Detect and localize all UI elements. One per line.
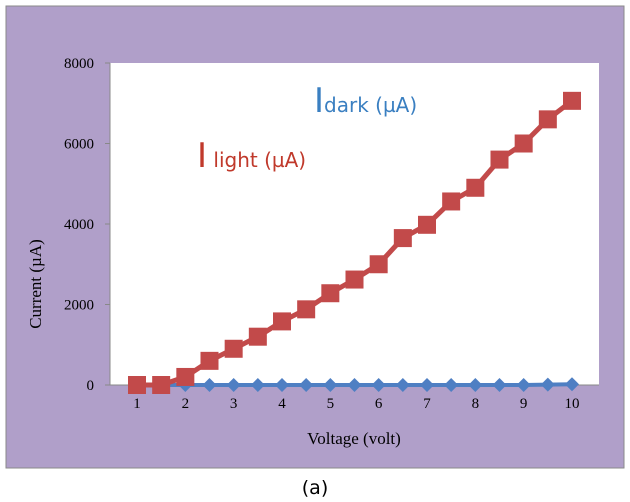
data-point-dark	[420, 378, 434, 392]
data-point-dark	[250, 378, 265, 392]
data-point-light	[369, 255, 388, 274]
x-tick-label: 7	[423, 396, 431, 412]
data-point-light	[248, 327, 267, 346]
legend-light-prefix: I	[197, 136, 207, 176]
data-point-light	[200, 351, 219, 370]
x-tick-label: 9	[520, 396, 528, 412]
data-point-light	[563, 91, 581, 110]
data-point-dark	[226, 378, 241, 392]
data-point-light	[176, 367, 195, 386]
x-tick-label: 8	[472, 396, 480, 412]
x-tick-label: 10	[565, 396, 580, 412]
legend-light-label: light (µA)	[207, 148, 306, 172]
x-tick-label: 5	[327, 396, 335, 412]
data-point-light	[514, 134, 533, 153]
data-point-light	[393, 229, 412, 248]
y-tick-label: 0	[87, 378, 95, 394]
y-tick-label: 6000	[64, 137, 94, 153]
data-point-light	[128, 376, 146, 394]
data-point-light	[538, 110, 557, 129]
data-point-dark	[299, 378, 314, 392]
data-point-light	[224, 339, 243, 358]
x-axis-title: Voltage (volt)	[307, 429, 401, 448]
data-point-dark	[468, 378, 483, 392]
data-point-dark	[371, 378, 386, 392]
data-point-dark	[540, 377, 555, 392]
x-tick-label: 2	[182, 396, 190, 412]
y-tick-label: 2000	[64, 298, 94, 314]
series-layer	[128, 91, 581, 394]
data-point-light	[273, 312, 291, 331]
data-point-dark	[565, 377, 579, 392]
x-tick-label: 1	[133, 396, 141, 412]
data-point-dark	[516, 378, 531, 392]
data-point-light	[297, 300, 316, 319]
data-point-dark	[347, 378, 362, 392]
data-point-light	[418, 215, 436, 234]
x-tick-label: 3	[230, 396, 238, 412]
data-point-dark	[492, 378, 507, 392]
series-light	[128, 91, 581, 394]
legend-dark-label: dark (µA)	[324, 93, 417, 117]
data-point-dark	[444, 378, 459, 392]
data-point-dark	[275, 378, 289, 392]
legend-entry-light: I light (µA)	[197, 136, 306, 176]
data-point-light	[490, 150, 509, 169]
figure-caption: (a)	[302, 477, 328, 499]
data-point-dark	[202, 378, 217, 392]
data-point-light	[466, 178, 485, 197]
data-point-light	[345, 270, 364, 289]
y-axis-title: Current (µA)	[26, 239, 45, 329]
legend: Idark (µA) I light (µA)	[197, 81, 417, 176]
legend-entry-dark: Idark (µA)	[314, 81, 417, 121]
x-tick-label: 6	[375, 396, 383, 412]
tick-labels: 0 2000 4000 6000 8000 1 2 3 4 5 6 7 8 9 10	[64, 56, 580, 412]
data-point-light	[321, 284, 340, 303]
data-point-dark	[323, 378, 338, 392]
y-tick-label: 8000	[64, 56, 94, 72]
x-tick-label: 4	[278, 396, 286, 412]
plot-area-background	[110, 63, 599, 385]
data-point-dark	[395, 378, 410, 392]
data-point-light	[152, 376, 171, 394]
y-tick-label: 4000	[64, 217, 94, 233]
data-point-light	[442, 192, 461, 211]
legend-dark-prefix: I	[314, 81, 324, 121]
